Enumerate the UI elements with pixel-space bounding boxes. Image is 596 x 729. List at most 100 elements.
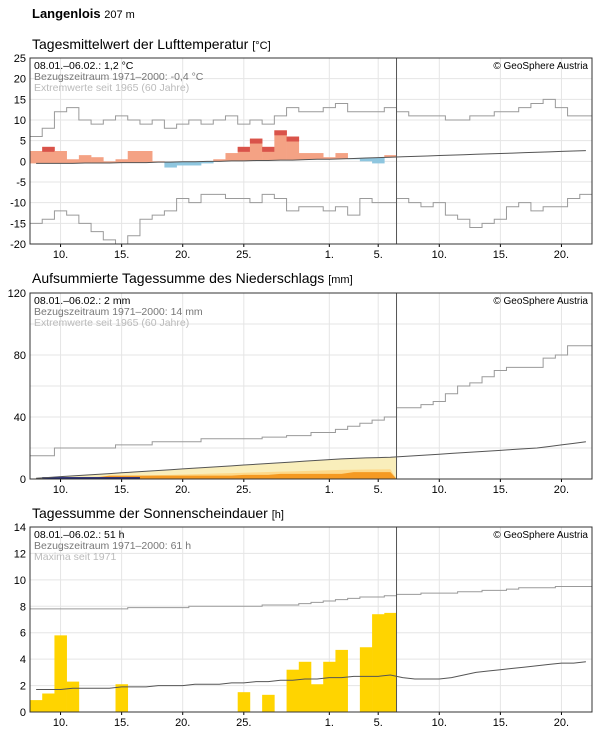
precip-extreme-max-line [30,345,592,457]
temp-bar [201,161,214,164]
precip-info-line: Extremwerte seit 1965 (60 Jahre) [34,317,189,329]
sun-credit: © GeoSphere Austria [493,530,588,541]
station-name: Langenlois [32,6,101,21]
precip-title-unit: [mm] [328,274,353,286]
precip-x-tick-label: 15. [493,484,508,496]
sun-bar [42,693,55,712]
sun-bar [237,692,251,712]
temp-bar-anomaly [274,130,287,136]
temp-x-tick-label: 15. [493,249,508,261]
temp-y-tick-label: -20 [10,239,26,251]
temp-bar [176,161,190,166]
temp-x-tick-label: 10. [53,249,68,261]
sun-bar [262,694,275,712]
sun-bar [30,700,43,712]
temp-bar [127,151,141,163]
sun-y-tick-label: 12 [14,548,26,560]
temp-bar-anomaly [237,146,251,152]
precip-info-line: Bezugszeitraum 1971–2000: 14 mm [34,306,203,318]
sun-x-tick-label: 10. [53,717,68,729]
temp-bar [335,153,348,159]
temp-bar [225,153,238,161]
sun-y-tick-label: 6 [20,628,26,640]
sun-y-tick-label: 8 [20,601,26,613]
precip-info-line: 08.01.–06.02.: 2 mm [34,295,131,307]
precip-x-tick-label: 10. [53,484,68,496]
temp-bar [213,159,226,162]
temp-bar [359,158,373,162]
precip-x-tick-label: 1. [325,484,334,496]
precip-x-tick-label: 20. [554,484,569,496]
sun-plot-frame [29,526,593,713]
precip-x-tick-label: 10. [432,484,447,496]
sun-title-unit: [h] [271,509,284,521]
temp-bar [249,138,263,161]
sun-info-line: 08.01.–06.02.: 51 h [34,529,125,541]
temp-bar [188,161,202,166]
sun-y-tick-label: 4 [20,654,26,666]
sun-bar [384,612,397,712]
temp-x-tick-label: 15. [114,249,129,261]
sun-bar [298,661,312,712]
temp-plot-frame [29,57,593,245]
temp-bar [54,151,67,164]
sun-title-text: Tagessumme der Sonnenscheindauer [32,505,268,521]
temp-bar [298,153,312,160]
temp-y-tick-label: -5 [16,177,26,189]
temp-bar-anomaly [249,138,263,144]
precip-y-tick-label: 40 [14,412,26,424]
temp-credit: © GeoSphere Austria [493,61,588,72]
temp-bar-anomaly [262,146,275,152]
precip-title-text: Aufsummierte Tagessumme des Niederschlag… [32,270,325,286]
sun-bar [359,647,373,712]
temp-bar [384,155,397,158]
temp-bar [78,155,92,163]
sun-info-line: Maxima seit 1971 [34,551,116,563]
temp-extreme-max-line [30,98,592,138]
precip-chart-title: Aufsummierte Tagessumme des Niederschlag… [32,270,353,286]
station-header: Langenlois 207 m [32,6,135,21]
temp-x-tick-label: 1. [325,249,334,261]
temp-bar [30,151,43,164]
temp-bar [274,130,287,161]
sun-y-tick-label: 10 [14,575,26,587]
temp-title-unit: [°C] [252,40,271,52]
sun-x-tick-label: 1. [325,717,334,729]
sun-x-tick-label: 25. [236,717,251,729]
precip-y-tick-label: 0 [20,474,26,486]
temp-bar [311,153,324,160]
precip-x-tick-label: 25. [236,484,251,496]
temp-bar [115,159,129,163]
temp-bar [91,157,104,163]
temp-bar-anomaly [286,136,300,142]
temp-info-line: Bezugszeitraum 1971–2000: -0,4 °C [34,71,204,83]
temp-x-tick-label: 20. [175,249,190,261]
sun-bar [311,684,324,712]
temp-x-tick-label: 20. [554,249,569,261]
temp-x-tick-label: 10. [432,249,447,261]
sun-chart-title: Tagessumme der Sonnenscheindauer [h] [32,505,284,521]
sun-reference-line [36,661,586,691]
precip-y-tick-label: 80 [14,350,26,362]
temp-extreme-min-line [30,193,592,245]
sun-x-tick-label: 20. [175,717,190,729]
precip-plot-frame [29,292,593,480]
temp-y-tick-label: 0 [20,156,26,168]
sun-y-tick-label: 2 [20,681,26,693]
temp-reference-line [36,150,586,164]
temp-info-line: 08.01.–06.02.: 1,2 °C [34,60,134,72]
precip-x-tick-label: 20. [175,484,190,496]
temp-y-tick-label: 20 [14,74,26,86]
precip-y-tick-label: 120 [8,288,26,300]
temp-y-tick-label: 5 [20,136,26,148]
temp-bar [323,157,336,160]
sun-x-tick-label: 15. [493,717,508,729]
temp-bar-anomaly [42,146,55,152]
temp-chart-title: Tagesmittelwert der Lufttemperatur [°C] [32,36,271,52]
temp-bar [139,151,153,163]
sun-bar [54,635,67,712]
sun-x-tick-label: 5. [374,717,383,729]
temp-bar [164,162,177,168]
temp-bar [286,136,300,161]
